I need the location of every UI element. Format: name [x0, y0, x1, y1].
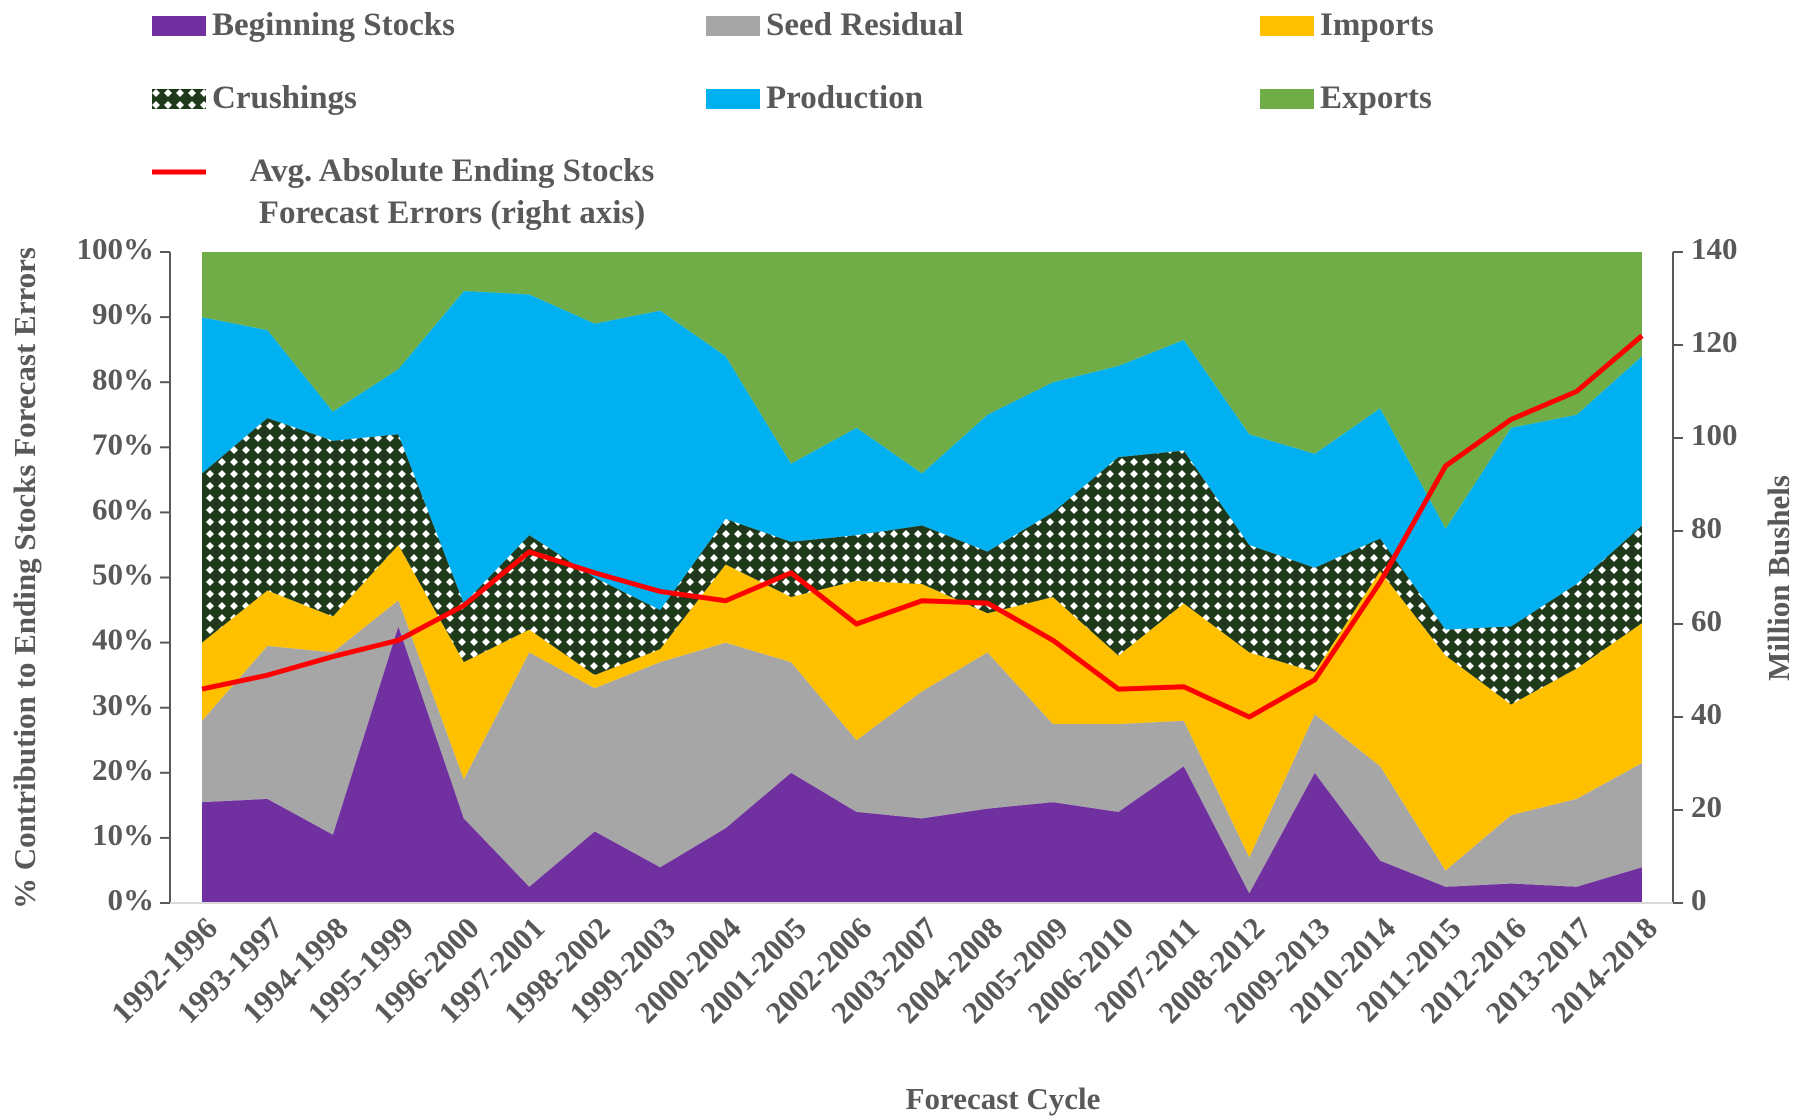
- y-tick-label: 10%: [92, 817, 154, 852]
- legend-rect: [1260, 89, 1314, 109]
- y-tick-label: 30%: [92, 687, 154, 722]
- y2-tick-label: 60: [1691, 603, 1722, 638]
- y2-tick-label: 120: [1691, 324, 1738, 359]
- legend-rect: [152, 89, 206, 109]
- legend-item: Production: [704, 77, 923, 119]
- legend-item: Exports: [1258, 77, 1432, 119]
- legend-item: Seed Residual: [704, 4, 963, 46]
- legend-item: Avg. Absolute Ending Stocks Forecast Err…: [150, 150, 692, 234]
- legend-swatch: [152, 16, 206, 36]
- legend-item: Beginning Stocks: [150, 4, 455, 46]
- area: [202, 600, 1642, 894]
- y-tick-label: 20%: [92, 752, 154, 787]
- legend-rect: [1260, 16, 1314, 36]
- legend-label: Imports: [1320, 7, 1434, 43]
- area: [202, 626, 1642, 903]
- legend-swatch: [1260, 89, 1314, 109]
- y2-axis-title: Million Bushels: [1761, 475, 1796, 681]
- legend-label: Beginning Stocks: [212, 7, 455, 43]
- legend-label: Crushings: [212, 80, 357, 116]
- y-tick-label: 40%: [92, 622, 154, 657]
- y-tick-label: 100%: [77, 231, 155, 266]
- y2-tick-label: 80: [1691, 510, 1722, 545]
- y-axis-title: % Contribution to Ending Stocks Forecast…: [7, 247, 42, 909]
- legend-label: Avg. Absolute Ending Stocks Forecast Err…: [249, 153, 655, 231]
- y-tick-label: 80%: [92, 361, 154, 396]
- legend-item: Imports: [1258, 4, 1434, 46]
- y-tick-label: 0%: [108, 882, 155, 917]
- legend-swatch: [152, 169, 206, 175]
- legend-swatch: [706, 16, 760, 36]
- y2-tick-label: 40: [1691, 696, 1722, 731]
- area: [202, 544, 1642, 871]
- y2-tick-label: 20: [1691, 789, 1722, 824]
- y2-tick-label: 0: [1691, 882, 1707, 917]
- legend-item: Crushings: [150, 77, 357, 119]
- line: [201, 333, 1644, 720]
- legend-label: Seed Residual: [766, 7, 964, 43]
- legend-swatch: [1260, 16, 1314, 36]
- legend-label: Exports: [1320, 80, 1432, 116]
- area: [202, 418, 1642, 705]
- area: [202, 291, 1642, 630]
- legend-swatch: [706, 89, 760, 109]
- y-tick-label: 90%: [92, 296, 154, 331]
- y2-tick-label: 140: [1691, 231, 1738, 266]
- legend-rect: [706, 89, 760, 109]
- y-tick-label: 60%: [92, 492, 154, 527]
- legend-swatch: [152, 89, 206, 109]
- legend-label: Production: [766, 80, 924, 116]
- y-tick-label: 50%: [92, 557, 154, 592]
- area: [202, 252, 1642, 529]
- y2-tick-label: 100: [1691, 417, 1738, 452]
- legend-rect: [152, 16, 206, 36]
- y-tick-label: 70%: [92, 426, 154, 461]
- x-axis-title: Forecast Cycle: [906, 1081, 1101, 1116]
- legend-rect: [706, 16, 760, 36]
